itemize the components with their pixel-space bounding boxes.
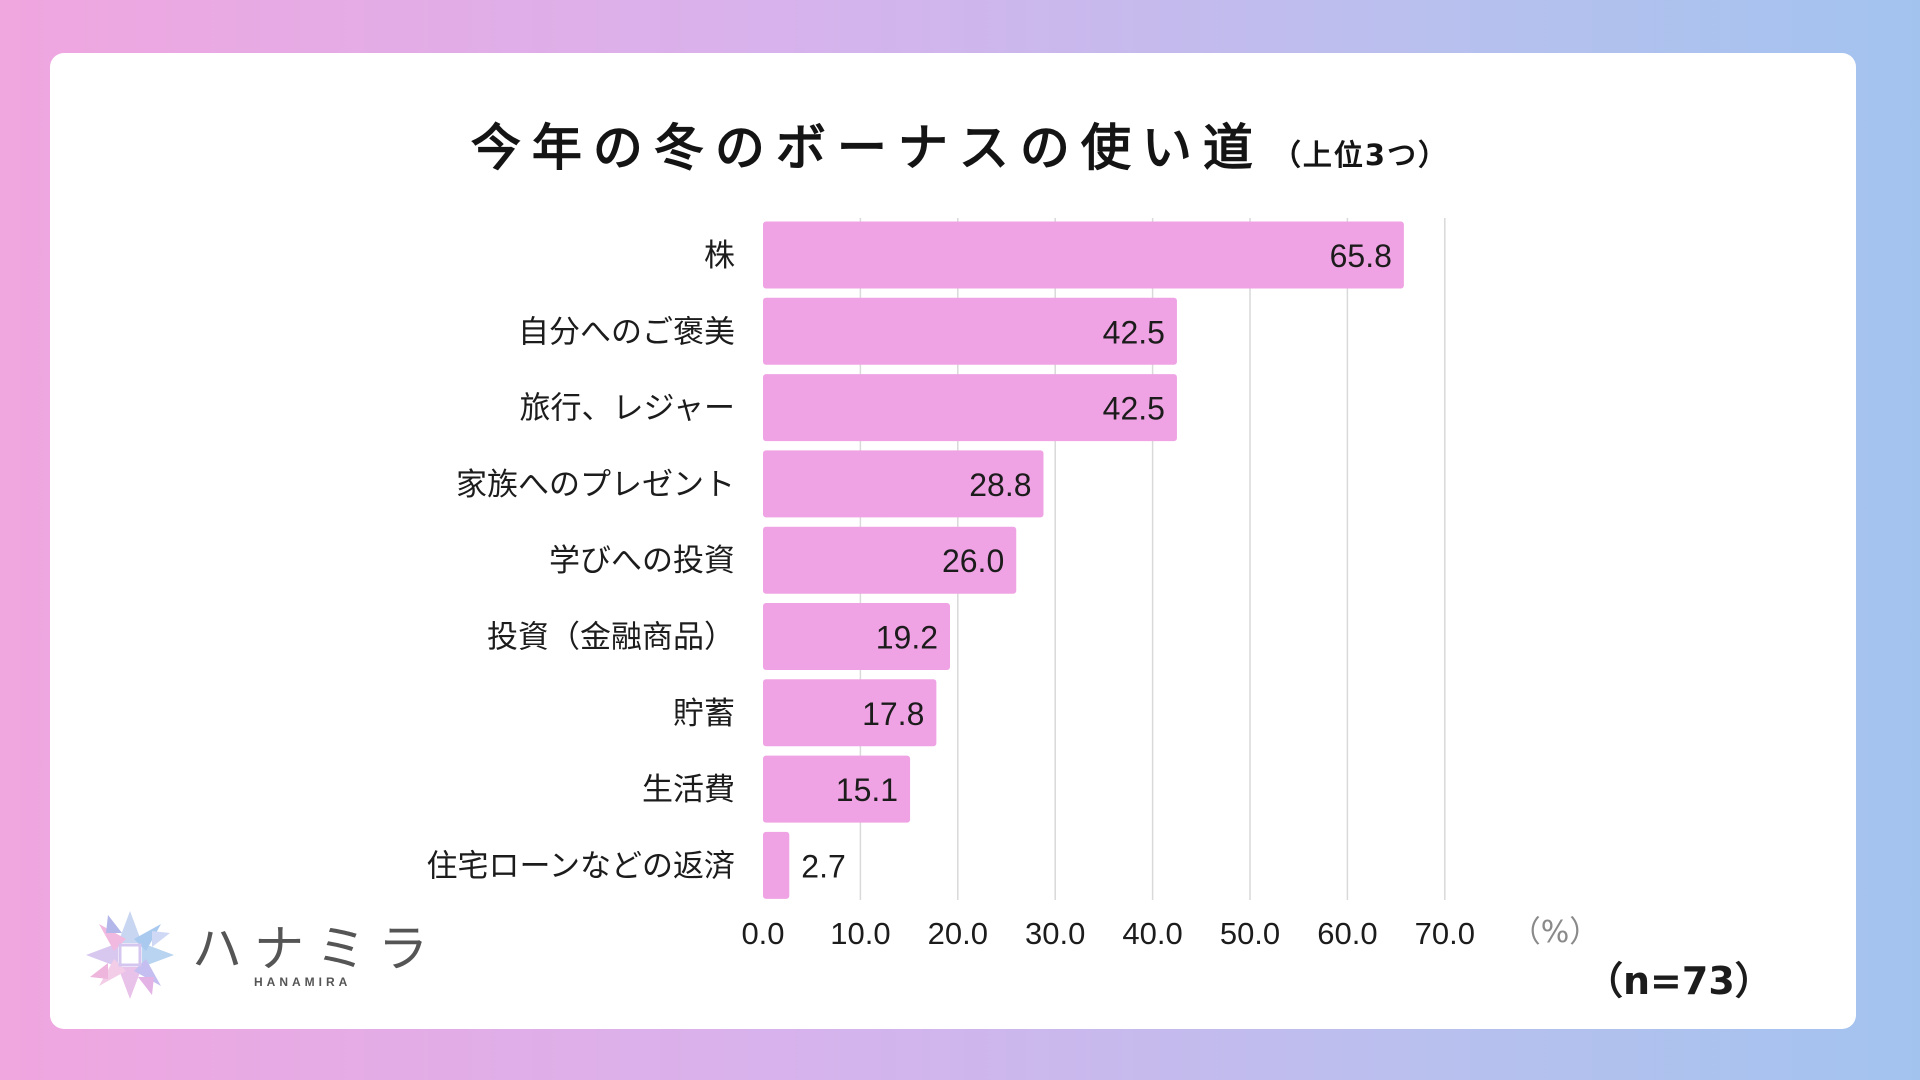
brand-name: ハナミラ <box>192 920 440 978</box>
category-label: 貯蓄 <box>673 696 735 732</box>
category-label: 旅行、レジャー <box>520 391 735 427</box>
sample-size-label: （n=73） <box>1585 959 1773 1003</box>
x-unit-label: （%） <box>1511 915 1600 950</box>
bar-value-label: 17.8 <box>862 696 924 732</box>
x-tick-label: 50.0 <box>1220 916 1280 951</box>
bar <box>763 755 911 823</box>
x-tick-label: 20.0 <box>928 916 988 951</box>
bar <box>763 297 1177 365</box>
hanamira-logo: ハナミラ HANAMIRA <box>80 905 440 1005</box>
x-tick-label: 60.0 <box>1317 916 1377 951</box>
bar-value-label: 19.2 <box>876 620 938 656</box>
bar <box>763 374 1177 442</box>
bar-value-label: 2.7 <box>801 848 845 884</box>
flower-logo-icon <box>86 911 174 999</box>
bar <box>763 679 937 747</box>
category-label: 投資（金融商品） <box>487 620 735 656</box>
bar-value-label: 28.8 <box>969 467 1031 503</box>
bar-value-label: 15.1 <box>836 772 898 808</box>
bar <box>763 221 1404 289</box>
category-label: 株 <box>704 238 735 274</box>
bar <box>763 831 790 899</box>
bars: 65.8 42.5 42.5 28.8 26.0 19.2 17.8 15.1 2.7 <box>763 221 1404 899</box>
x-tick-label: 70.0 <box>1415 916 1475 951</box>
bar-value-label: 42.5 <box>1103 314 1165 350</box>
x-tick-label: 30.0 <box>1025 916 1085 951</box>
x-tick-label: 40.0 <box>1122 916 1182 951</box>
category-label: 自分へのご褒美 <box>518 314 735 350</box>
x-tick-labels: 0.0 10.0 20.0 30.0 40.0 50.0 60.0 70.0 <box>741 916 1475 951</box>
bar <box>763 450 1044 518</box>
x-tick-label: 0.0 <box>741 916 784 951</box>
category-label: 住宅ローンなどの返済 <box>427 848 735 884</box>
category-label: 学びへの投資 <box>549 543 735 579</box>
bar-value-label: 26.0 <box>942 543 1004 579</box>
bar-value-label: 42.5 <box>1103 391 1165 427</box>
bar <box>763 526 1017 594</box>
title-block: 今年の冬のボーナスの使い道 （上位3つ） <box>0 108 1920 180</box>
category-label: 家族へのプレゼント <box>456 467 735 503</box>
chart-subtitle: （上位3つ） <box>1271 138 1450 172</box>
brand-subname: HANAMIRA <box>254 975 352 989</box>
category-label: 生活費 <box>642 772 735 808</box>
chart-title: 今年の冬のボーナスの使い道 <box>470 119 1264 177</box>
x-tick-label: 10.0 <box>830 916 890 951</box>
bar <box>763 603 951 670</box>
bar-value-label: 65.8 <box>1330 238 1392 274</box>
